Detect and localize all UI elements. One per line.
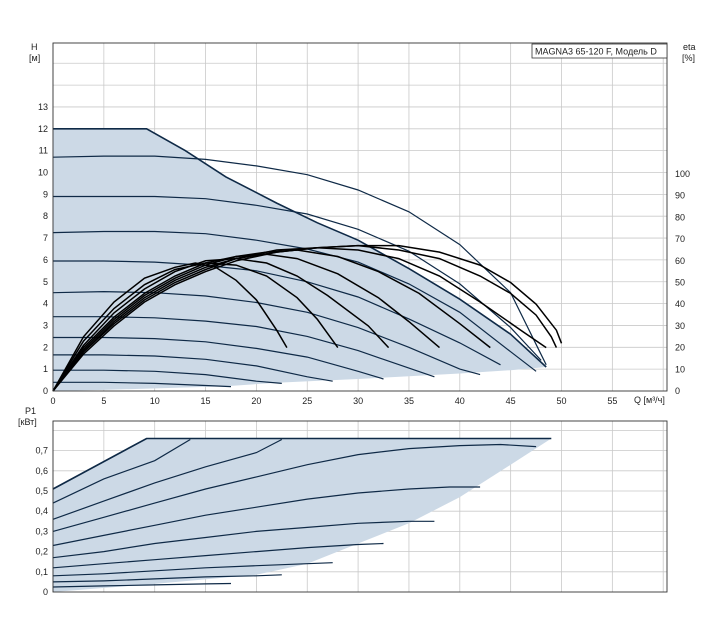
head-curve <box>52 290 481 376</box>
y-tick-label: 8 <box>43 211 48 221</box>
h-axis-unit: [м] <box>29 53 40 63</box>
y-tick-label: 7 <box>43 233 48 243</box>
pump-title-box <box>531 43 668 59</box>
power-curve <box>52 582 232 588</box>
x-tick-label: 0 <box>50 396 55 406</box>
power-curve <box>52 520 435 559</box>
bottom-operating-area <box>53 438 552 592</box>
p1-tick-label: 0,2 <box>35 547 48 557</box>
bottom-tick-labels: 0 0,1 0,2 0,3 0,4 0,5 0,6 0,7 <box>35 446 48 597</box>
power-curve <box>52 486 481 547</box>
x-tick-label: 10 <box>150 396 160 406</box>
power-curve <box>52 438 283 520</box>
head-curve <box>53 336 384 380</box>
y-tick-label: 10 <box>38 168 48 178</box>
x-tick-label: 30 <box>353 396 363 406</box>
head-curve <box>53 381 232 388</box>
y-tick-label: 2 <box>43 342 48 352</box>
y-tick-label: 12 <box>38 124 48 134</box>
y2-tick-label: 60 <box>675 256 685 266</box>
power-curve <box>52 542 384 569</box>
head-curve <box>53 354 333 382</box>
efficiency-curves <box>52 244 563 392</box>
p1-tick-label: 0,7 <box>35 446 48 456</box>
y2-tick-label: 70 <box>675 234 685 244</box>
top-tick-labels: 0 5 10 15 20 25 30 35 40 45 50 55012345678910111213… <box>38 102 690 406</box>
p1-tick-label: 0,1 <box>35 567 48 577</box>
x-tick-label: 20 <box>251 396 261 406</box>
y-tick-label: 6 <box>43 255 48 265</box>
y-tick-label: 1 <box>43 364 48 374</box>
y-tick-label: 9 <box>43 189 48 199</box>
y-tick-label: 5 <box>43 277 48 287</box>
p1-axis-label: P1 <box>25 406 36 416</box>
x-tick-label: 5 <box>101 396 106 406</box>
p1-tick-label: 0,6 <box>35 466 48 476</box>
p1-tick-label: 0,5 <box>35 486 48 496</box>
head-curve <box>52 155 547 366</box>
x-tick-label: 25 <box>302 396 312 406</box>
power-area-fill <box>53 438 552 592</box>
pump-title: MAGNA3 65-120 F, Модель D <box>535 47 657 57</box>
x-tick-label: 40 <box>455 396 465 406</box>
eta-curve <box>52 247 547 392</box>
p1-tick-label: 0,4 <box>35 506 48 516</box>
top-frame <box>52 42 668 392</box>
y2-tick-label: 30 <box>675 321 685 331</box>
head-curve <box>53 195 542 361</box>
p1-tick-label: 0 <box>43 587 48 597</box>
y2-tick-label: 100 <box>675 169 690 179</box>
y-tick-label: 11 <box>39 146 48 156</box>
q-axis-label: Q [м³/ч] <box>634 395 665 405</box>
y-tick-label: 3 <box>43 320 48 330</box>
head-curve <box>53 260 501 366</box>
bottom-frame <box>52 420 668 593</box>
eta-curve <box>52 249 491 392</box>
eta-curve <box>52 244 563 392</box>
x-tick-label: 55 <box>607 396 617 406</box>
x-tick-label: 50 <box>556 396 566 406</box>
power-curve <box>52 574 282 583</box>
power-curve <box>52 443 537 532</box>
eta-axis-label: eta <box>683 42 696 52</box>
x-tick-label: 15 <box>201 396 211 406</box>
max-curve <box>53 128 547 368</box>
power-curve <box>52 438 191 504</box>
y2-tick-label: 90 <box>675 191 685 201</box>
y2-tick-label: 40 <box>675 299 685 309</box>
power-curve <box>52 562 333 577</box>
x-tick-label: 35 <box>404 396 414 406</box>
y2-tick-label: 10 <box>675 364 685 374</box>
h-axis-label: H <box>31 42 38 52</box>
y-tick-label: 13 <box>38 102 48 112</box>
head-curve <box>53 369 282 384</box>
y2-tick-label: 80 <box>675 212 685 222</box>
bottom-curves <box>52 437 552 588</box>
p1-axis-unit: [кВт] <box>18 417 37 427</box>
y2-tick-label: 0 <box>675 386 680 396</box>
y2-tick-label: 20 <box>675 343 685 353</box>
y2-tick-label: 50 <box>675 278 685 288</box>
top-curves <box>52 128 547 388</box>
p1-tick-label: 0,3 <box>35 526 48 536</box>
eta-curve <box>52 262 288 392</box>
power-curve <box>52 437 147 490</box>
q-axis-label-bg <box>632 393 667 406</box>
eta-axis-unit: [%] <box>682 53 695 63</box>
x-tick-label: 45 <box>506 396 516 406</box>
y-tick-label: 4 <box>43 299 48 309</box>
y-tick-label: 0 <box>43 386 48 396</box>
